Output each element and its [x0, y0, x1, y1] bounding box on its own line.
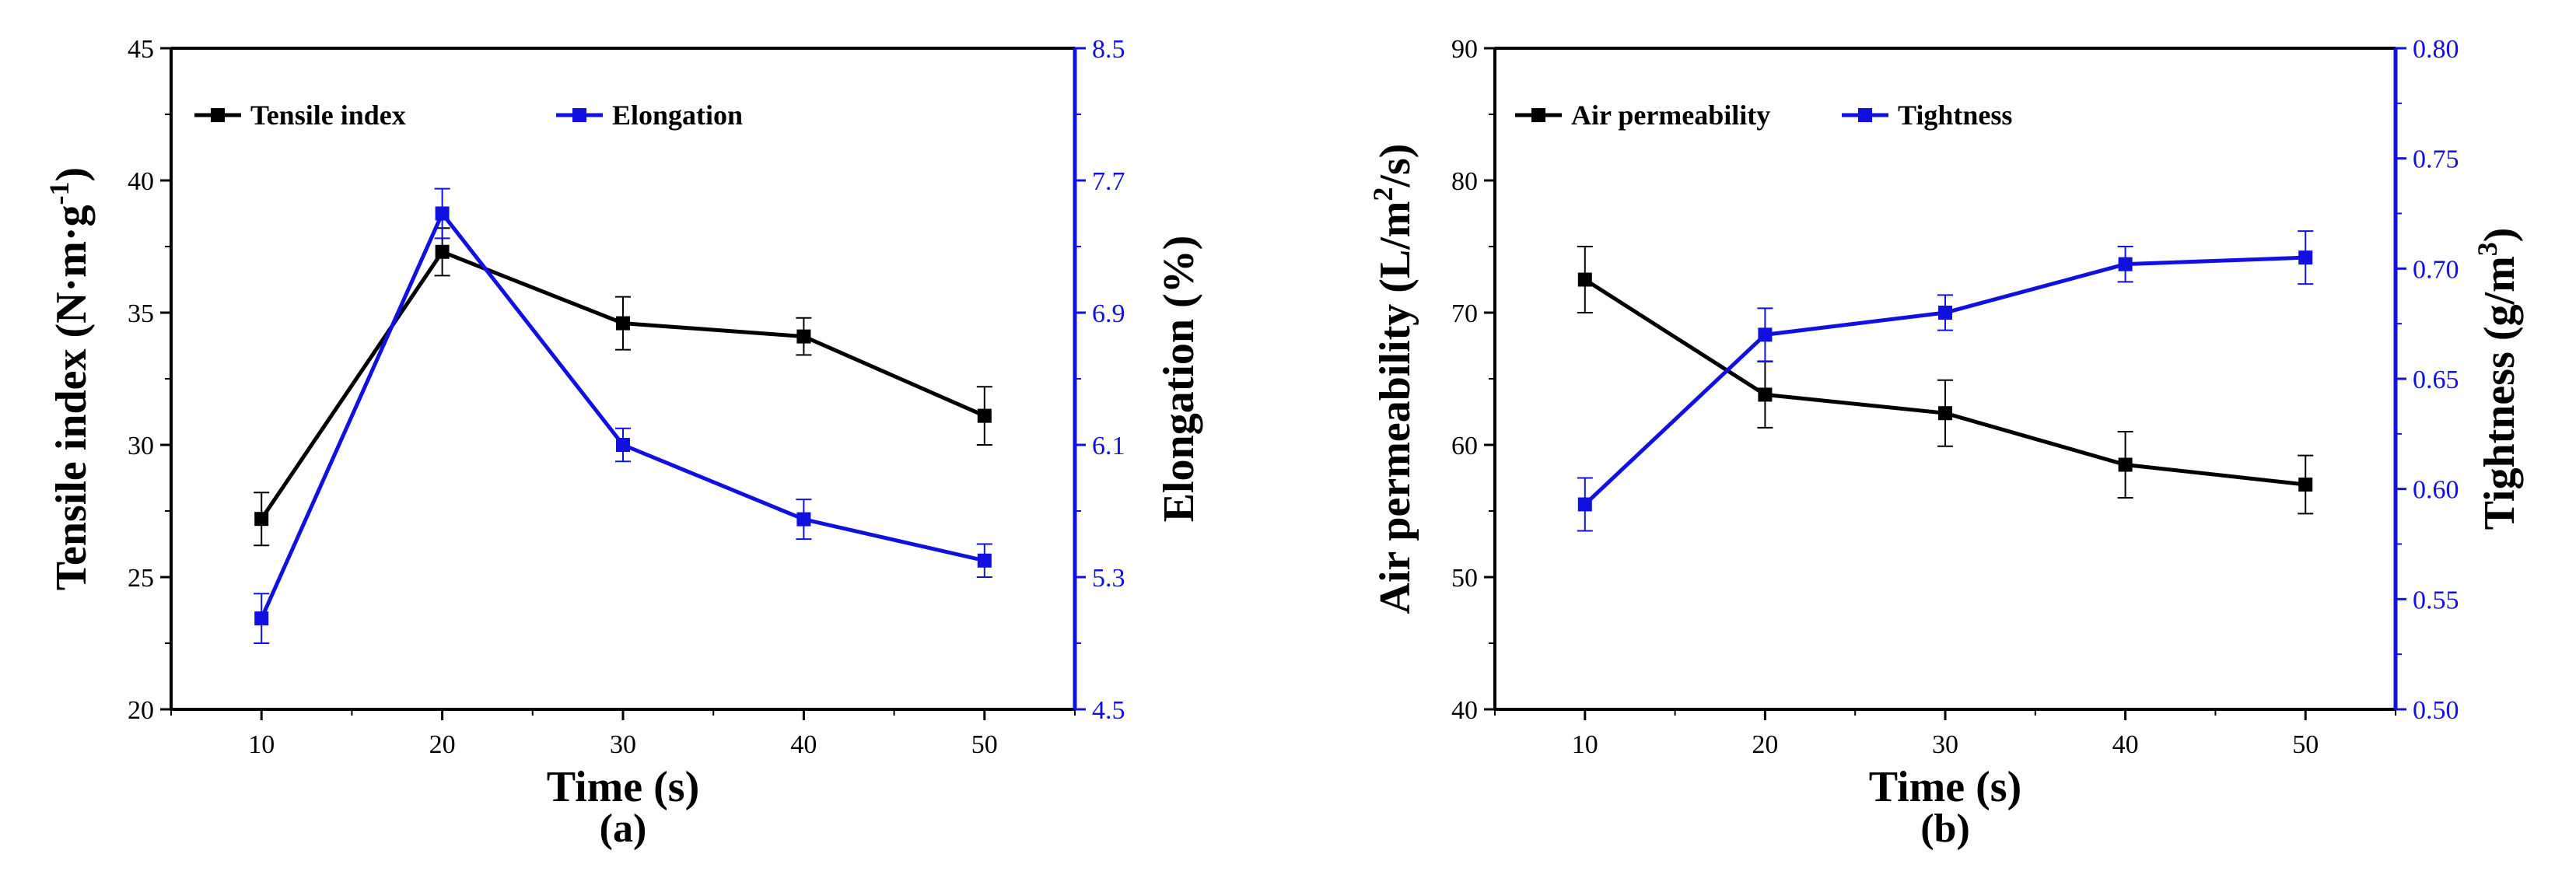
y-right-tick-label: 8.5 [1092, 35, 1125, 64]
data-point [796, 512, 811, 527]
data-point [2118, 257, 2133, 271]
y-left-tick-label: 45 [128, 35, 154, 64]
data-point [616, 438, 630, 452]
data-point [1758, 327, 1773, 342]
series-line [259, 209, 985, 620]
y-axis-right-label: Tightness (g/m3) [2472, 228, 2524, 530]
legend-marker [211, 108, 225, 122]
y-left-tick-label: 30 [128, 432, 154, 460]
y-right-tick-label: 0.75 [2413, 145, 2459, 174]
y-axis-right-label: Elongation (%) [1155, 236, 1203, 523]
y-left-tick-label: 40 [128, 167, 154, 196]
panel-label: (a) [600, 807, 647, 851]
data-point [977, 408, 992, 423]
x-tick-label: 10 [1572, 730, 1598, 759]
y-right-tick-label: 0.70 [2413, 255, 2459, 284]
x-tick-label: 10 [248, 730, 275, 759]
data-point [1938, 306, 1952, 320]
y-left-tick-label: 50 [1451, 564, 1478, 593]
x-axis-label: Time (s) [1869, 763, 2022, 811]
y-right-tick-label: 0.55 [2413, 586, 2459, 614]
y-left-tick-label: 60 [1451, 432, 1478, 460]
legend-label: Tightness [1898, 100, 2012, 131]
x-tick-label: 40 [790, 730, 817, 759]
data-point [1577, 497, 1592, 512]
series-air-permeability [1577, 246, 2314, 515]
x-tick-label: 40 [2112, 730, 2139, 759]
series-elongation [254, 187, 992, 644]
legend-label: Air permeability [1571, 100, 1770, 131]
series-tensile-index [254, 227, 992, 547]
legend-label: Tensile index [250, 100, 406, 131]
x-tick-label: 20 [429, 730, 456, 759]
series-tightness [1577, 230, 2314, 532]
y-left-tick-label: 70 [1451, 299, 1478, 328]
x-tick-label: 30 [1932, 730, 1958, 759]
legend-marker [1858, 108, 1872, 122]
data-point [1938, 406, 1952, 421]
data-point [977, 553, 992, 568]
y-right-tick-label: 0.80 [2413, 35, 2459, 64]
y-axis-left-label: Air permeability (L/m2/s) [1367, 144, 1419, 614]
x-tick-label: 30 [610, 730, 636, 759]
data-point [1758, 387, 1773, 402]
y-left-tick-label: 35 [128, 299, 154, 328]
y-left-tick-label: 90 [1451, 35, 1478, 64]
x-tick-label: 20 [1752, 730, 1778, 759]
y-axis-left-label: Tensile index (N·m·g-1) [44, 167, 96, 590]
panel-label: (b) [1920, 807, 1970, 851]
data-point [435, 206, 450, 221]
legend-marker [572, 108, 586, 122]
data-point [1577, 272, 1592, 287]
y-right-tick-label: 0.50 [2413, 696, 2459, 725]
data-point [254, 512, 269, 527]
chart-panel-b: 10 20 30 40 50 40 50 60 70 80 90 0.50 0.55 0.60 0.65 0.… [1367, 35, 2524, 851]
x-tick-label: 50 [971, 730, 998, 759]
x-tick-label: 50 [2292, 730, 2319, 759]
y-right-tick-label: 0.60 [2413, 476, 2459, 505]
x-axis-label: Time (s) [547, 763, 700, 811]
y-right-tick-label: 6.1 [1092, 432, 1125, 460]
data-point [796, 329, 811, 344]
data-point [616, 316, 630, 331]
y-right-tick-label: 0.65 [2413, 366, 2459, 394]
y-right-tick-label: 5.3 [1092, 564, 1125, 593]
chart-panel-a: 10 20 30 40 50 20 25 30 35 40 45 4.5 5.3 6.1 6.9 7.7 8.5… [44, 35, 1203, 851]
legend-marker [1531, 108, 1545, 122]
data-point [2298, 478, 2313, 492]
y-right-tick-label: 7.7 [1092, 167, 1125, 196]
data-point [2118, 457, 2133, 472]
y-left-tick-label: 80 [1451, 167, 1478, 196]
data-point [2298, 250, 2313, 265]
data-point [254, 611, 269, 626]
y-right-tick-label: 4.5 [1092, 696, 1125, 725]
y-left-tick-label: 25 [128, 564, 154, 593]
y-left-tick-label: 20 [128, 696, 154, 725]
series-line [260, 249, 985, 520]
legend-label: Elongation [612, 100, 743, 131]
data-point [435, 244, 450, 259]
y-right-tick-label: 6.9 [1092, 299, 1125, 328]
y-left-tick-label: 40 [1451, 696, 1478, 725]
